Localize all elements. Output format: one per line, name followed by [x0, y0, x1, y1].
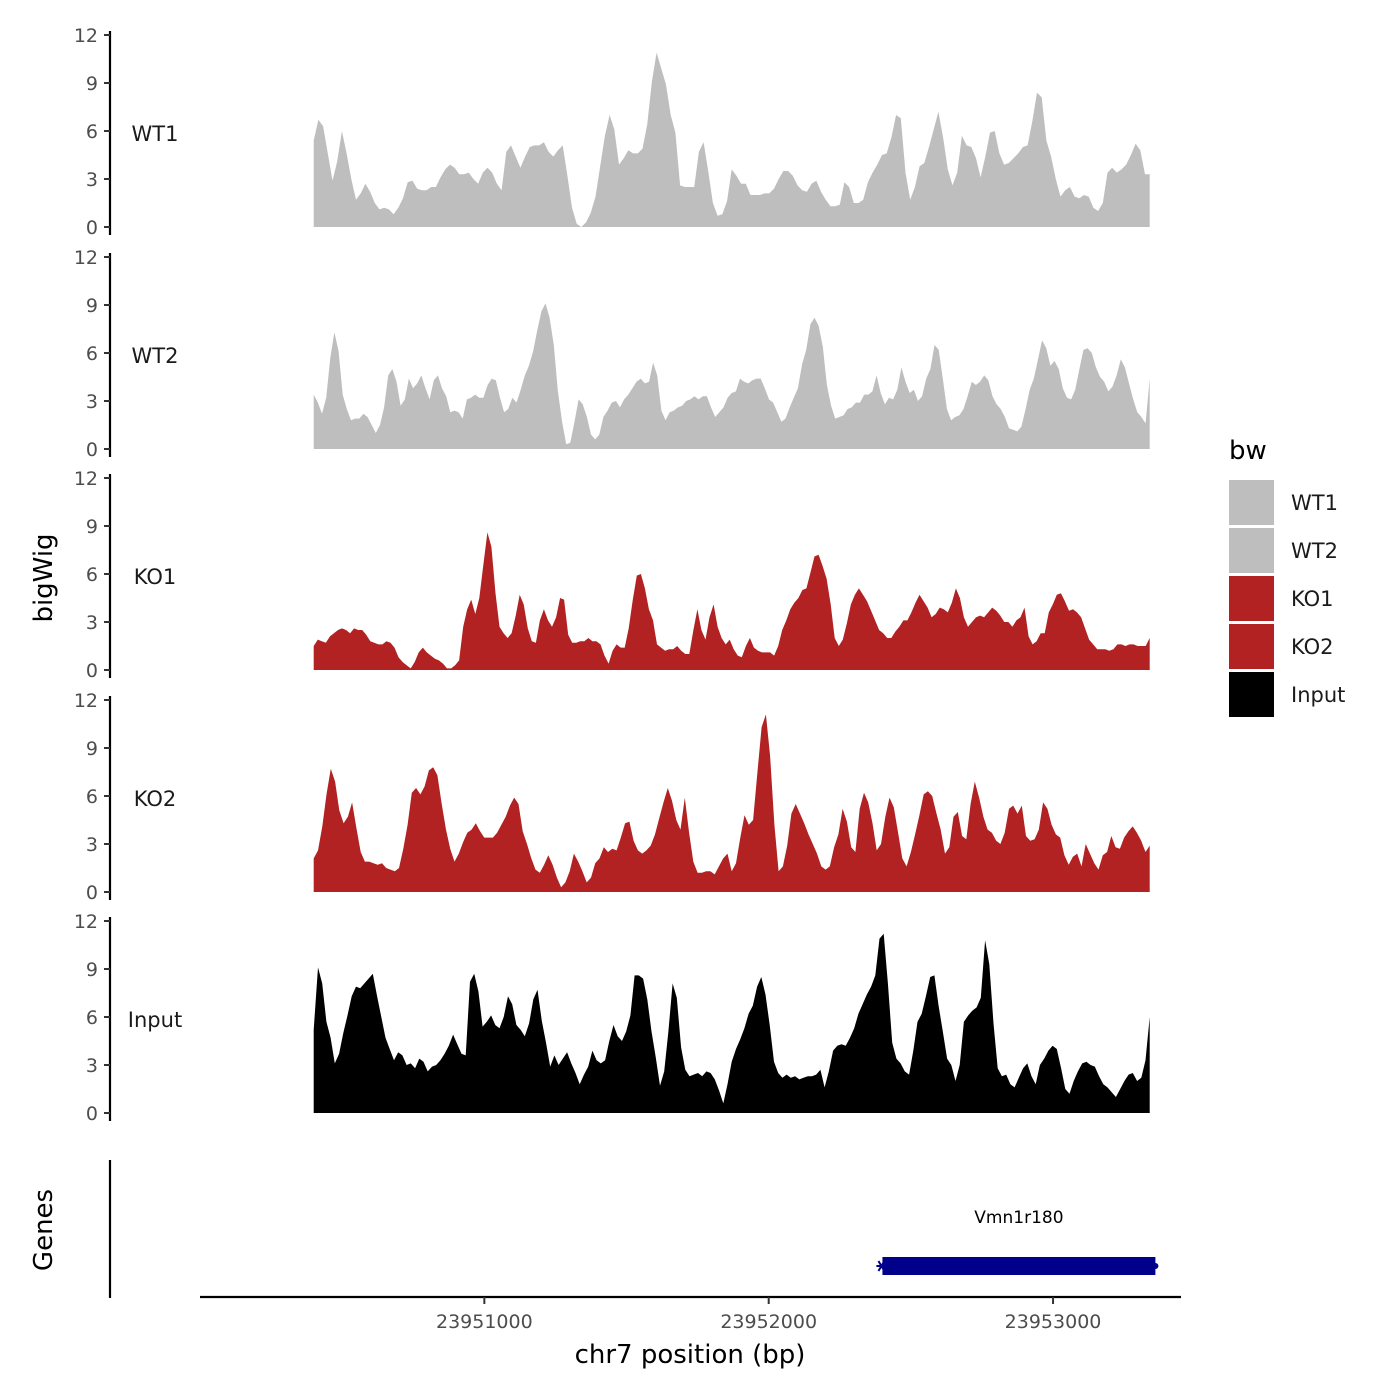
y-tick-label: 9: [86, 295, 98, 317]
y-tick-label: 12: [74, 25, 98, 47]
y-tick-label: 12: [74, 911, 98, 933]
legend-title: bw: [1229, 436, 1267, 466]
y-tick-label: 3: [86, 1055, 98, 1077]
y-tick-label: 0: [86, 660, 98, 682]
y-tick-label: 3: [86, 391, 98, 413]
legend-label: KO1: [1291, 587, 1334, 611]
track-input: 0 3 6 9 12 Input: [74, 911, 1150, 1125]
legend: bw WT1 WT2 KO1 KO2 Input: [1229, 436, 1345, 717]
gene-end-marker: [1152, 1263, 1159, 1269]
x-axis: 23951000 23952000 23953000: [200, 1295, 1181, 1333]
y-tick-label: 12: [74, 247, 98, 269]
track-ko2: 0 3 6 9 12 KO2: [74, 690, 1150, 904]
legend-swatch: [1229, 480, 1274, 525]
gene-label: Vmn1r180: [974, 1208, 1063, 1228]
y-tick-label: 3: [86, 169, 98, 191]
legend-label: KO2: [1291, 635, 1334, 659]
track-label: WT1: [132, 122, 179, 146]
y-tick-label: 6: [86, 121, 98, 143]
x-axis-title: chr7 position (bp): [575, 1340, 806, 1370]
x-tick-label: 23953000: [1005, 1311, 1102, 1333]
gene-vmn1r180: Vmn1r180: [876, 1208, 1159, 1275]
legend-item-ko2: KO2: [1229, 624, 1334, 669]
legend-item-ko1: KO1: [1229, 576, 1334, 621]
track-label: Input: [128, 1008, 182, 1032]
x-tick-label: 23952000: [720, 1311, 817, 1333]
y-tick-label: 0: [86, 882, 98, 904]
legend-item-wt2: WT2: [1229, 528, 1338, 573]
y-tick-label: 0: [86, 217, 98, 239]
legend-label: WT1: [1291, 491, 1338, 515]
x-tick-label: 23951000: [436, 1311, 533, 1333]
y-tick-label: 9: [86, 73, 98, 95]
area-input: [313, 933, 1150, 1113]
y-tick-label: 0: [86, 439, 98, 461]
legend-swatch: [1229, 624, 1274, 669]
y-tick-label: 9: [86, 738, 98, 760]
gene-exon: [882, 1257, 1156, 1275]
legend-item-wt1: WT1: [1229, 480, 1338, 525]
legend-label: WT2: [1291, 539, 1338, 563]
y-tick-label: 12: [74, 690, 98, 712]
legend-swatch: [1229, 672, 1274, 717]
track-label: KO2: [134, 787, 177, 811]
strand-icon: [877, 1260, 886, 1272]
y-tick-label: 0: [86, 1103, 98, 1125]
y-tick-label: 6: [86, 786, 98, 808]
coverage-tracks: 0 3 6 9 12 WT1 0 3 6 9 12 WT2 0 3 6 9 12 KO1 0 3 6 9 12 KO2 0 3 6 9…: [74, 25, 1150, 1125]
y-axis-title: bigWig: [29, 533, 59, 622]
legend-swatch: [1229, 528, 1274, 573]
area-ko1: [313, 532, 1150, 670]
track-ko1: 0 3 6 9 12 KO1: [74, 468, 1150, 682]
legend-swatch: [1229, 576, 1274, 621]
y-tick-label: 6: [86, 1007, 98, 1029]
gene-track-title: Genes: [29, 1189, 59, 1271]
track-wt1: 0 3 6 9 12 WT1: [74, 25, 1150, 239]
y-tick-label: 3: [86, 612, 98, 634]
legend-item-input: Input: [1229, 672, 1345, 717]
area-wt2: [313, 303, 1150, 449]
track-label: WT2: [132, 344, 179, 368]
track-label: KO1: [134, 565, 177, 589]
legend-label: Input: [1291, 683, 1345, 707]
y-tick-label: 9: [86, 516, 98, 538]
area-wt1: [313, 52, 1150, 227]
area-ko2: [313, 714, 1150, 892]
y-tick-label: 6: [86, 564, 98, 586]
gene-track: Vmn1r180: [108, 1160, 1159, 1298]
y-tick-label: 9: [86, 959, 98, 981]
y-tick-label: 6: [86, 343, 98, 365]
y-tick-label: 12: [74, 468, 98, 490]
track-wt2: 0 3 6 9 12 WT2: [74, 247, 1150, 461]
y-tick-label: 3: [86, 834, 98, 856]
